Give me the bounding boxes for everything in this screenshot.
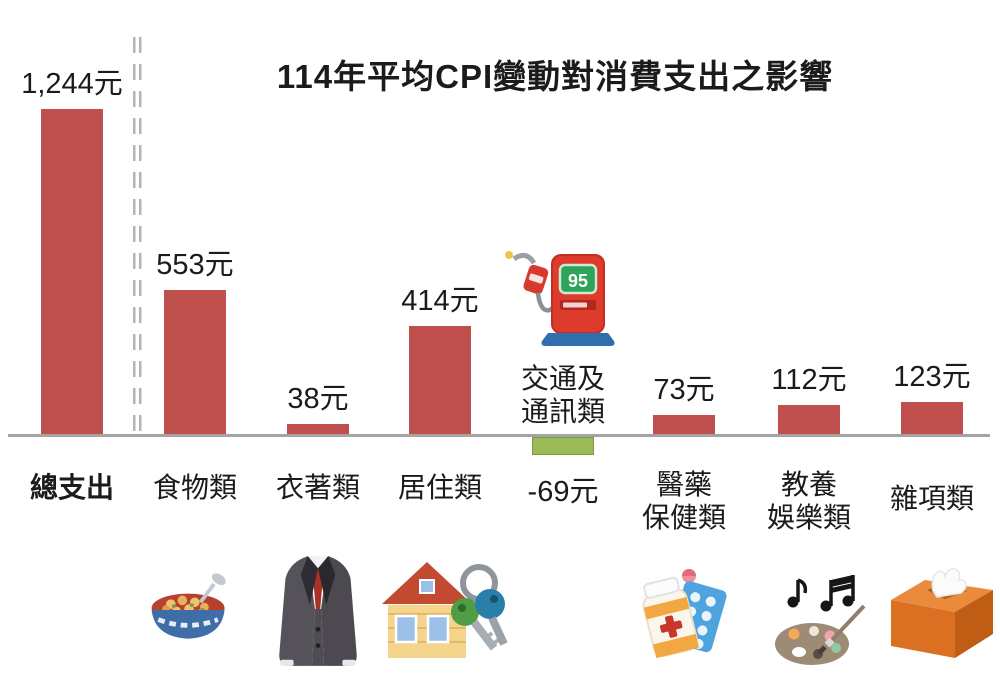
bar-transport xyxy=(532,437,594,455)
suit-icon xyxy=(267,552,369,672)
category-label-line: 醫藥 xyxy=(655,469,712,500)
bar-misc xyxy=(901,402,963,434)
category-label-transport: 交通及 通訊類 xyxy=(483,362,643,428)
gas-pump-95-label: 95 xyxy=(568,271,588,291)
chart-title: 114年平均CPI變動對消費支出之影響 xyxy=(276,58,834,95)
value-label-clothing: 38元 xyxy=(287,383,349,415)
value-label-total: 1,244元 xyxy=(21,68,123,100)
category-label-line: 保健類 xyxy=(641,502,726,533)
value-label-misc: 123元 xyxy=(893,361,971,393)
category-label-medical: 醫藥 保健類 xyxy=(604,468,764,534)
bar-education xyxy=(778,405,840,434)
gas-pump-icon: 95 xyxy=(500,245,618,347)
value-label-housing: 414元 xyxy=(401,285,479,317)
category-label-clothing: 衣著類 xyxy=(275,472,360,503)
category-label-total: 總支出 xyxy=(29,472,114,503)
bar-clothing xyxy=(287,424,349,434)
house-keys-icon xyxy=(382,554,508,666)
total-separator-dashed-line xyxy=(133,37,142,435)
bar-housing xyxy=(409,326,471,434)
medicine-icon xyxy=(633,560,733,670)
tissue-box-icon xyxy=(883,560,1000,662)
x-axis-line xyxy=(8,434,990,437)
bar-medical xyxy=(653,415,715,434)
value-label-food: 553元 xyxy=(156,249,234,281)
category-label-line: 交通及 xyxy=(520,363,605,394)
category-label-line: 通訊類 xyxy=(520,396,605,427)
category-label-education: 教養 娛樂類 xyxy=(729,468,889,534)
category-label-misc: 雜項類 xyxy=(889,483,974,514)
category-label-housing: 居住類 xyxy=(397,472,482,503)
category-label-line: 教養 xyxy=(780,469,837,500)
bar-food xyxy=(164,290,226,434)
arts-music-icon xyxy=(766,568,872,668)
value-label-transport: -69元 xyxy=(527,476,599,508)
value-label-education: 112元 xyxy=(771,364,847,396)
category-label-line: 娛樂類 xyxy=(766,502,851,533)
bar-total xyxy=(41,109,103,434)
food-bowl-icon xyxy=(142,563,238,655)
category-label-food: 食物類 xyxy=(152,472,237,503)
value-label-medical: 73元 xyxy=(653,374,715,406)
